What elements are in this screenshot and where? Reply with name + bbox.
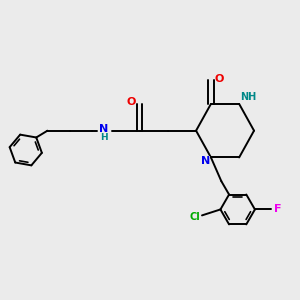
Text: O: O — [214, 74, 224, 84]
Text: O: O — [127, 97, 136, 106]
Text: N: N — [99, 124, 108, 134]
Text: H: H — [100, 133, 107, 142]
Text: N: N — [201, 156, 210, 166]
Text: F: F — [274, 204, 282, 214]
Text: NH: NH — [241, 92, 257, 101]
Text: Cl: Cl — [189, 212, 200, 222]
